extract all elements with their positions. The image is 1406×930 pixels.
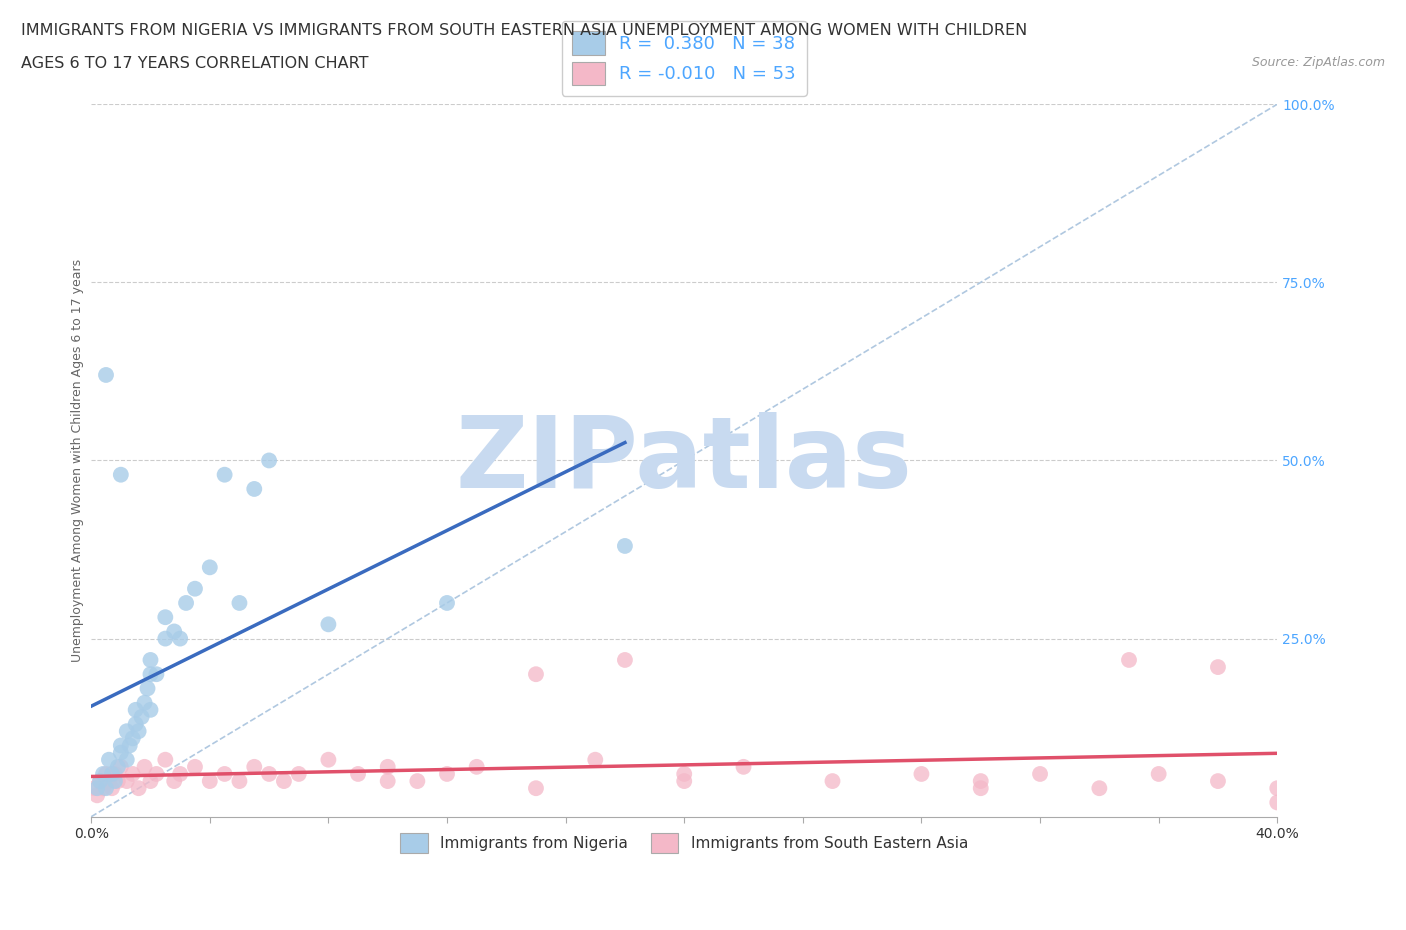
Point xyxy=(163,774,186,789)
Point xyxy=(524,781,547,796)
Point xyxy=(94,766,117,781)
Point xyxy=(198,560,221,575)
Point xyxy=(104,766,127,781)
Point xyxy=(121,731,143,746)
Point xyxy=(1206,659,1229,674)
Point xyxy=(107,774,129,789)
Point xyxy=(128,781,150,796)
Point xyxy=(128,724,150,738)
Point xyxy=(318,752,340,767)
Point xyxy=(98,774,121,789)
Point xyxy=(155,631,177,646)
Point xyxy=(228,595,250,610)
Point xyxy=(174,595,197,610)
Point xyxy=(214,467,236,482)
Point xyxy=(139,653,162,668)
Point xyxy=(115,752,138,767)
Point xyxy=(243,760,266,775)
Point xyxy=(139,667,162,682)
Text: IMMIGRANTS FROM NIGERIA VS IMMIGRANTS FROM SOUTH EASTERN ASIA UNEMPLOYMENT AMONG: IMMIGRANTS FROM NIGERIA VS IMMIGRANTS FR… xyxy=(21,23,1028,38)
Point xyxy=(136,681,159,696)
Point xyxy=(1265,781,1288,796)
Point xyxy=(86,781,108,796)
Point xyxy=(613,653,636,668)
Point xyxy=(257,453,280,468)
Point xyxy=(169,766,191,781)
Point xyxy=(86,788,108,803)
Point xyxy=(673,766,696,781)
Point xyxy=(104,774,127,789)
Point xyxy=(524,667,547,682)
Point xyxy=(139,702,162,717)
Point xyxy=(89,774,111,789)
Point xyxy=(406,774,429,789)
Point xyxy=(1029,766,1052,781)
Point xyxy=(101,781,124,796)
Point xyxy=(107,760,129,775)
Point xyxy=(110,745,132,760)
Point xyxy=(115,724,138,738)
Point xyxy=(347,766,370,781)
Point xyxy=(139,774,162,789)
Point xyxy=(110,760,132,775)
Point xyxy=(377,774,399,789)
Point xyxy=(613,538,636,553)
Point xyxy=(1088,781,1111,796)
Point xyxy=(91,766,114,781)
Text: ZIPatlas: ZIPatlas xyxy=(456,412,912,509)
Point xyxy=(131,710,153,724)
Point xyxy=(155,610,177,625)
Point xyxy=(110,738,132,753)
Point xyxy=(436,595,458,610)
Point xyxy=(733,760,755,775)
Point xyxy=(243,482,266,497)
Point xyxy=(970,781,993,796)
Point xyxy=(155,752,177,767)
Point xyxy=(673,774,696,789)
Point xyxy=(1265,795,1288,810)
Point xyxy=(94,367,117,382)
Point xyxy=(134,696,156,711)
Point xyxy=(83,781,105,796)
Point xyxy=(121,766,143,781)
Point xyxy=(910,766,932,781)
Point xyxy=(273,774,295,789)
Point xyxy=(198,774,221,789)
Point xyxy=(1118,653,1140,668)
Text: Source: ZipAtlas.com: Source: ZipAtlas.com xyxy=(1251,56,1385,69)
Point xyxy=(583,752,606,767)
Point xyxy=(318,617,340,631)
Point xyxy=(124,702,146,717)
Point xyxy=(228,774,250,789)
Point xyxy=(1206,774,1229,789)
Point xyxy=(163,624,186,639)
Point xyxy=(465,760,488,775)
Point xyxy=(98,752,121,767)
Point xyxy=(145,766,167,781)
Text: AGES 6 TO 17 YEARS CORRELATION CHART: AGES 6 TO 17 YEARS CORRELATION CHART xyxy=(21,56,368,71)
Legend: Immigrants from Nigeria, Immigrants from South Eastern Asia: Immigrants from Nigeria, Immigrants from… xyxy=(394,827,974,859)
Point xyxy=(436,766,458,781)
Point xyxy=(821,774,844,789)
Point xyxy=(145,667,167,682)
Point xyxy=(134,760,156,775)
Point xyxy=(184,760,207,775)
Point xyxy=(257,766,280,781)
Point xyxy=(101,766,124,781)
Point xyxy=(89,774,111,789)
Point xyxy=(118,738,141,753)
Point xyxy=(115,774,138,789)
Point xyxy=(377,760,399,775)
Point xyxy=(169,631,191,646)
Point xyxy=(287,766,309,781)
Point xyxy=(110,467,132,482)
Point xyxy=(91,781,114,796)
Point xyxy=(214,766,236,781)
Point xyxy=(1147,766,1170,781)
Point xyxy=(184,581,207,596)
Y-axis label: Unemployment Among Women with Children Ages 6 to 17 years: Unemployment Among Women with Children A… xyxy=(72,259,84,662)
Point xyxy=(970,774,993,789)
Point xyxy=(94,781,117,796)
Point xyxy=(124,717,146,732)
